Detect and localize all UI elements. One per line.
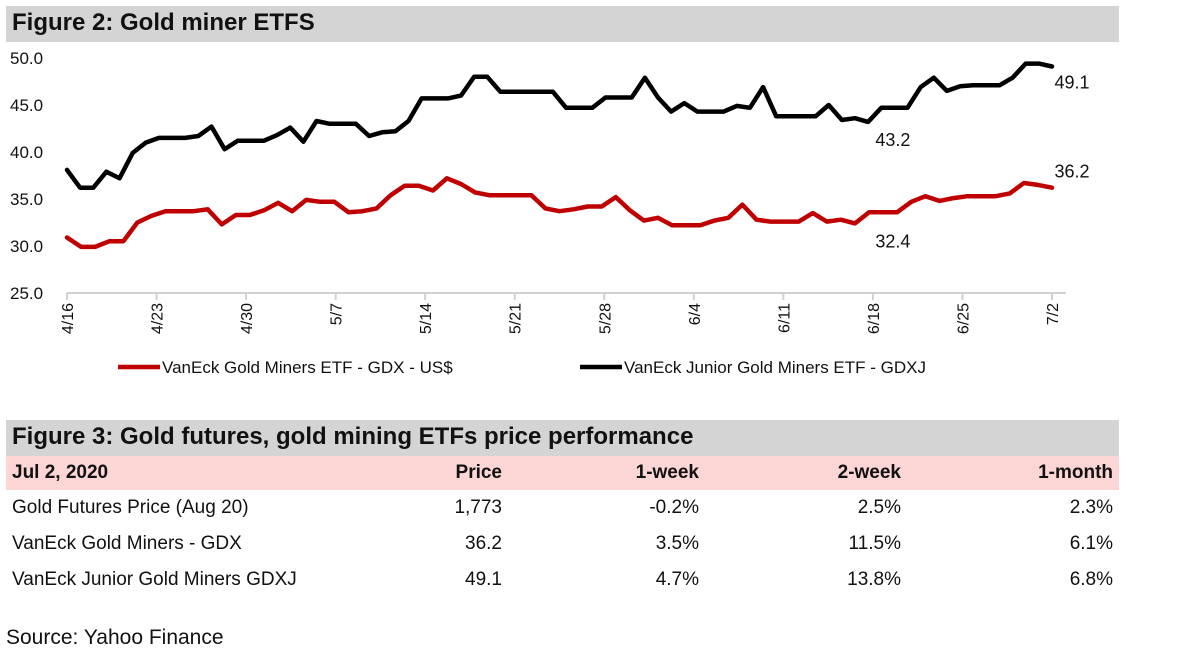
x-axis: 4/16 4/23 4/30 5/7 5/14 5/21 5/28 6/4 6/11 6/18 6/… xyxy=(60,292,1066,334)
cell-2-week: 11.5% xyxy=(848,533,901,554)
table-header-row: Jul 2, 2020 Price 1-week 2-week 1-month xyxy=(6,456,1119,490)
figure-3-title: Figure 3: Gold futures, gold mining ETFs… xyxy=(6,420,1119,456)
data-label: 43.2 xyxy=(875,130,910,150)
table-row: Gold Futures Price (Aug 20) 1,773 -0.2% … xyxy=(6,490,1119,526)
y-tick-label: 35.0 xyxy=(10,190,43,209)
x-tick-label: 4/23 xyxy=(150,303,167,334)
row-label: VanEck Junior Gold Miners GDXJ xyxy=(12,569,297,590)
legend-label: VanEck Gold Miners ETF - GDX - US$ xyxy=(162,358,453,377)
x-tick-label: 6/25 xyxy=(955,303,972,334)
y-tick-label: 45.0 xyxy=(10,96,43,115)
y-tick-label: 50.0 xyxy=(10,49,43,68)
y-axis: 50.0 45.0 40.0 35.0 30.0 25.0 xyxy=(10,49,43,303)
cell-price: 49.1 xyxy=(465,569,502,590)
x-tick-label: 4/16 xyxy=(60,303,77,334)
x-tick-label: 4/30 xyxy=(239,303,256,334)
cell-1-month: 6.8% xyxy=(1069,569,1113,590)
table-row: VanEck Junior Gold Miners GDXJ 49.1 4.7%… xyxy=(6,562,1119,598)
row-label: Gold Futures Price (Aug 20) xyxy=(12,497,249,518)
cell-price: 36.2 xyxy=(465,533,502,554)
x-tick-label: 5/28 xyxy=(597,303,614,334)
cell-1-week: 4.7% xyxy=(655,569,699,590)
cell-2-week: 2.5% xyxy=(857,497,901,518)
legend: VanEck Gold Miners ETF - GDX - US$ VanEck… xyxy=(118,358,926,377)
source-note: Source: Yahoo Finance xyxy=(6,626,224,649)
column-header-1-month: 1-month xyxy=(907,456,1119,490)
cell-1-month: 6.1% xyxy=(1069,533,1113,554)
gdx-series-line xyxy=(64,176,1055,250)
cell-2-week: 13.8% xyxy=(847,569,901,590)
column-header-1-week: 1-week xyxy=(508,456,705,490)
x-tick-label: 7/2 xyxy=(1045,303,1062,325)
cell-price: 1,773 xyxy=(454,497,502,518)
x-tick-label: 6/11 xyxy=(776,303,793,333)
data-label: 49.1 xyxy=(1054,72,1089,92)
figure-2-title: Figure 2: Gold miner ETFS xyxy=(6,6,1119,42)
x-tick-label: 6/18 xyxy=(866,303,883,334)
data-label: 32.4 xyxy=(875,231,910,251)
cell-1-week: 3.5% xyxy=(655,533,699,554)
cell-1-week: -0.2% xyxy=(649,497,699,518)
cell-1-month: 2.3% xyxy=(1069,497,1113,518)
legend-label: VanEck Junior Gold Miners ETF - GDXJ xyxy=(624,358,926,377)
x-tick-label: 5/14 xyxy=(418,303,435,334)
gold-miner-etfs-chart: 50.0 45.0 40.0 35.0 30.0 25.0 4/16 4/23 4/30 5/7… xyxy=(10,49,1090,377)
table-row: VanEck Gold Miners - GDX 36.2 3.5% 11.5%… xyxy=(6,526,1119,562)
performance-table: Jul 2, 2020 Price 1-week 2-week 1-month … xyxy=(6,456,1119,598)
x-tick-label: 5/7 xyxy=(329,303,346,325)
y-tick-label: 30.0 xyxy=(10,237,43,256)
row-label: VanEck Gold Miners - GDX xyxy=(12,533,242,554)
data-label: 36.2 xyxy=(1054,162,1089,182)
gdxj-series-line xyxy=(64,61,1055,190)
y-tick-label: 25.0 xyxy=(10,284,43,303)
y-tick-label: 40.0 xyxy=(10,143,43,162)
column-header-price: Price xyxy=(346,456,508,490)
plot-lines xyxy=(64,61,1055,250)
column-header-2-week: 2-week xyxy=(705,456,907,490)
x-tick-label: 5/21 xyxy=(508,303,525,334)
data-labels: 32.4 36.2 43.2 49.1 xyxy=(875,72,1089,251)
x-tick-label: 6/4 xyxy=(687,303,704,325)
column-header-date: Jul 2, 2020 xyxy=(6,456,346,490)
